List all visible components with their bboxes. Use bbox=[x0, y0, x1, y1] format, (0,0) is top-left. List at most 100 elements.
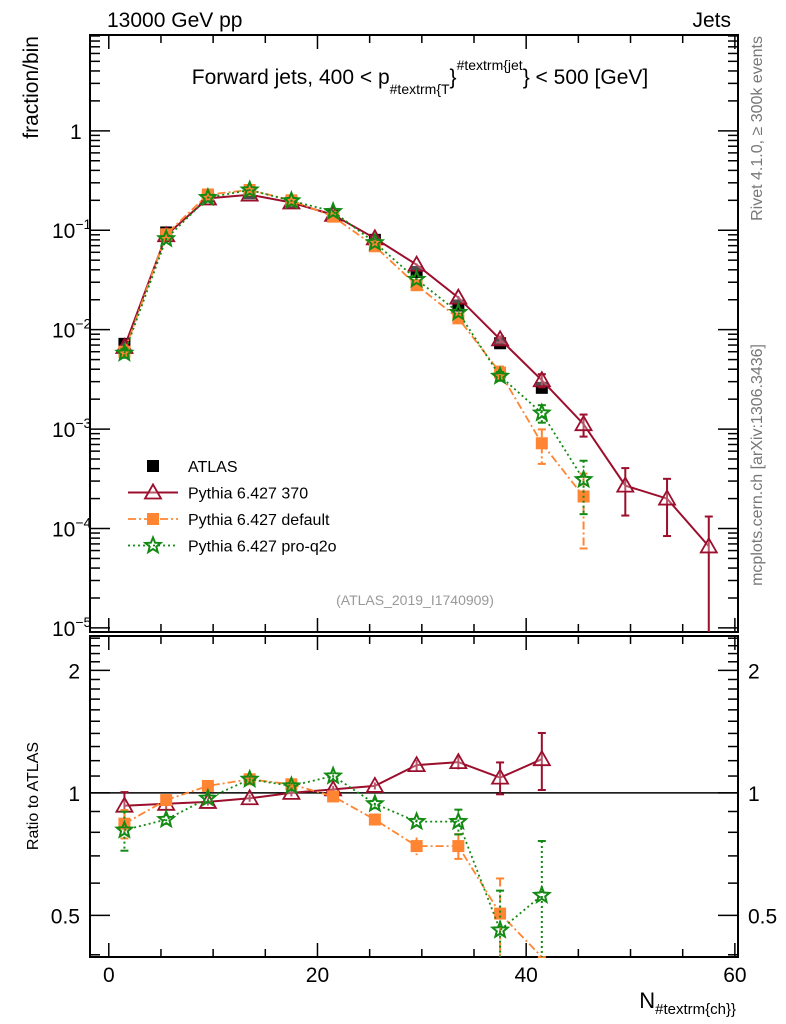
ratio-pythia-6-427-pro-q2o-point bbox=[281, 775, 302, 795]
ratio-pythia-6-427-370-point bbox=[407, 755, 427, 773]
ratio-frame bbox=[89, 635, 739, 958]
x-tick-label: 20 bbox=[306, 964, 329, 987]
legend-marker bbox=[147, 460, 159, 472]
y-axis-label: fraction/bin bbox=[20, 36, 43, 139]
ratio-pythia-6-427-370-point bbox=[490, 767, 510, 785]
legend-item-pythia-6-427-default: Pythia 6.427 default bbox=[128, 512, 330, 529]
series-pythia-6-427-370-point bbox=[407, 254, 427, 272]
x-tick-label: 60 bbox=[723, 964, 746, 987]
series-pythia-6-427-pro-q2o-point bbox=[489, 365, 511, 385]
ratio-pythia-6-427-370-point bbox=[448, 752, 468, 770]
y-tick-label-base: 10 bbox=[52, 220, 75, 243]
y-tick-label-exponent: −1 bbox=[75, 216, 91, 232]
ratio-pythia-6-427-default-point bbox=[160, 794, 173, 807]
y-tick-label-base: 10 bbox=[52, 419, 75, 442]
ratio-y-axis-label: Ratio to ATLAS bbox=[25, 742, 42, 850]
series-pythia-6-427-pro-q2o-point bbox=[114, 342, 135, 362]
ratio-pythia-6-427-370-point bbox=[532, 749, 552, 767]
legend-label: Pythia 6.427 370 bbox=[188, 486, 308, 503]
legend-item-atlas: ATLAS bbox=[147, 459, 238, 476]
series-pythia-6-427-default-point bbox=[535, 437, 548, 450]
legend-marker bbox=[147, 513, 159, 525]
plot-title: Forward jets, 400 < p#textrm{T}#textrm{j… bbox=[192, 57, 648, 97]
series-pythia-6-427-pro-q2o-point bbox=[364, 232, 386, 252]
ratio-y-tick-label-left: 1 bbox=[68, 783, 80, 806]
side-text-rivet: Rivet 4.1.0, ≥ 300k events bbox=[749, 36, 766, 221]
ratio-pythia-6-427-pro-q2o-line bbox=[124, 775, 543, 932]
series-pythia-6-427-pro-q2o-point bbox=[573, 469, 594, 489]
series-pythia-6-427-default-line bbox=[123, 189, 585, 498]
ratio-pythia-6-427-default-point bbox=[368, 813, 381, 826]
series-pythia-6-427-default-point bbox=[160, 228, 173, 241]
series-pythia-6-427-pro-q2o-point bbox=[281, 189, 302, 210]
series-pythia-6-427-370-point bbox=[448, 287, 468, 305]
legend-marker bbox=[143, 482, 163, 500]
series-pythia-6-427-pro-q2o-point bbox=[448, 301, 469, 322]
ratio-pythia-6-427-pro-q2o-point bbox=[448, 810, 469, 831]
series-pythia-6-427-370-point bbox=[615, 475, 635, 493]
series-pythia-6-427-pro-q2o-point bbox=[322, 200, 344, 221]
ratio-pythia-6-427-default-point bbox=[201, 779, 214, 792]
ratio-pythia-6-427-pro-q2o-point bbox=[114, 819, 135, 839]
ratio-pythia-6-427-pro-q2o-point bbox=[489, 919, 511, 939]
y-tick-label: 10−4 bbox=[52, 515, 92, 542]
analysis-watermark: (ATLAS_2019_I1740909) bbox=[336, 592, 494, 608]
header-right: Jets bbox=[692, 9, 731, 32]
ratio-pythia-6-427-default-point bbox=[452, 840, 465, 853]
y-tick-label: 10−5 bbox=[52, 614, 92, 641]
series-pythia-6-427-pro-q2o-point bbox=[531, 402, 552, 422]
ratio-pythia-6-427-pro-q2o-point bbox=[364, 793, 386, 813]
y-tick-label-exponent: −5 bbox=[75, 614, 91, 630]
series-pythia-6-427-default-point bbox=[201, 188, 214, 201]
x-axis-label: N#textrm{ch}} bbox=[639, 988, 736, 1018]
ratio-pythia-6-427-default-point bbox=[410, 840, 423, 853]
ratio-pythia-6-427-pro-q2o-point bbox=[239, 768, 260, 789]
ratio-pythia-6-427-default-line bbox=[123, 778, 543, 958]
series-pythia-6-427-370-point bbox=[490, 329, 510, 347]
legend-label: ATLAS bbox=[188, 459, 238, 476]
main-panel: 110−110−210−310−410−5 bbox=[52, 34, 739, 641]
series-pythia-6-427-370-point bbox=[574, 414, 594, 432]
x-tick-label: 0 bbox=[103, 964, 115, 987]
y-tick-label: 1 bbox=[70, 121, 82, 144]
ratio-pythia-6-427-pro-q2o-point bbox=[406, 810, 427, 831]
series-pythia-6-427-370-point bbox=[699, 536, 719, 554]
legend-item-pythia-6-427-pro-q2o: Pythia 6.427 pro-q2o bbox=[128, 534, 337, 556]
ratio-pythia-6-427-default-point bbox=[327, 790, 340, 803]
y-tick-label: 10−1 bbox=[52, 216, 92, 243]
y-tick-label-exponent: −2 bbox=[75, 316, 91, 332]
ratio-pythia-6-427-pro-q2o-point bbox=[322, 765, 344, 785]
ratio-pythia-6-427-pro-q2o-point bbox=[197, 787, 219, 807]
series-pythia-6-427-pro-q2o-point bbox=[406, 268, 427, 289]
y-tick-label-base: 10 bbox=[52, 618, 75, 641]
ratio-y-tick-label-left: 0.5 bbox=[51, 905, 80, 928]
ratio-pythia-6-427-default-point bbox=[494, 907, 507, 920]
legend-label: Pythia 6.427 pro-q2o bbox=[188, 539, 337, 556]
ratio-y-tick-label-right: 0.5 bbox=[748, 905, 777, 928]
ratio-y-tick-label-right: 1 bbox=[748, 783, 760, 806]
series-pythia-6-427-pro-q2o-point bbox=[239, 179, 260, 199]
ratio-y-tick-label-left: 2 bbox=[68, 660, 80, 683]
ratio-pythia-6-427-pro-q2o-point bbox=[531, 884, 552, 905]
series-pythia-6-427-pro-q2o-point bbox=[197, 186, 219, 207]
series-pythia-6-427-370-point bbox=[532, 370, 552, 388]
y-tick-label-exponent: −3 bbox=[75, 415, 91, 431]
series-pythia-6-427-pro-q2o-line bbox=[123, 189, 585, 481]
header-left: 13000 GeV pp bbox=[107, 9, 242, 32]
y-tick-label-base: 10 bbox=[52, 519, 75, 542]
series-pythia-6-427-pro-q2o-point bbox=[156, 228, 177, 248]
y-tick-label-base: 1 bbox=[70, 121, 82, 144]
side-text-mcplots: mcplots.cern.ch [arXiv:1306.3436] bbox=[749, 344, 766, 586]
y-tick-label-base: 10 bbox=[52, 320, 75, 343]
ratio-y-tick-label-right: 2 bbox=[748, 660, 760, 683]
x-tick-label: 40 bbox=[514, 964, 537, 987]
series-pythia-6-427-370-point bbox=[657, 488, 677, 506]
legend-label: Pythia 6.427 default bbox=[188, 512, 330, 529]
legend: ATLAS Pythia 6.427 370 Pythia 6.427 defaul… bbox=[128, 459, 337, 556]
y-tick-label: 10−3 bbox=[52, 415, 92, 442]
legend-marker bbox=[142, 534, 164, 555]
ratio-pythia-6-427-370-point bbox=[365, 776, 385, 793]
ratio-pythia-6-427-pro-q2o-point bbox=[156, 808, 177, 829]
legend-item-pythia-6-427-370: Pythia 6.427 370 bbox=[128, 482, 308, 503]
